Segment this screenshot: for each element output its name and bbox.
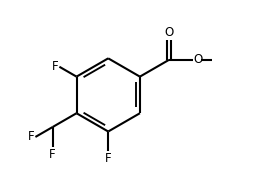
Text: O: O	[193, 53, 203, 66]
Text: F: F	[52, 60, 58, 73]
Text: F: F	[49, 148, 56, 161]
Text: F: F	[105, 152, 112, 165]
Text: F: F	[28, 130, 35, 143]
Text: O: O	[164, 26, 174, 39]
